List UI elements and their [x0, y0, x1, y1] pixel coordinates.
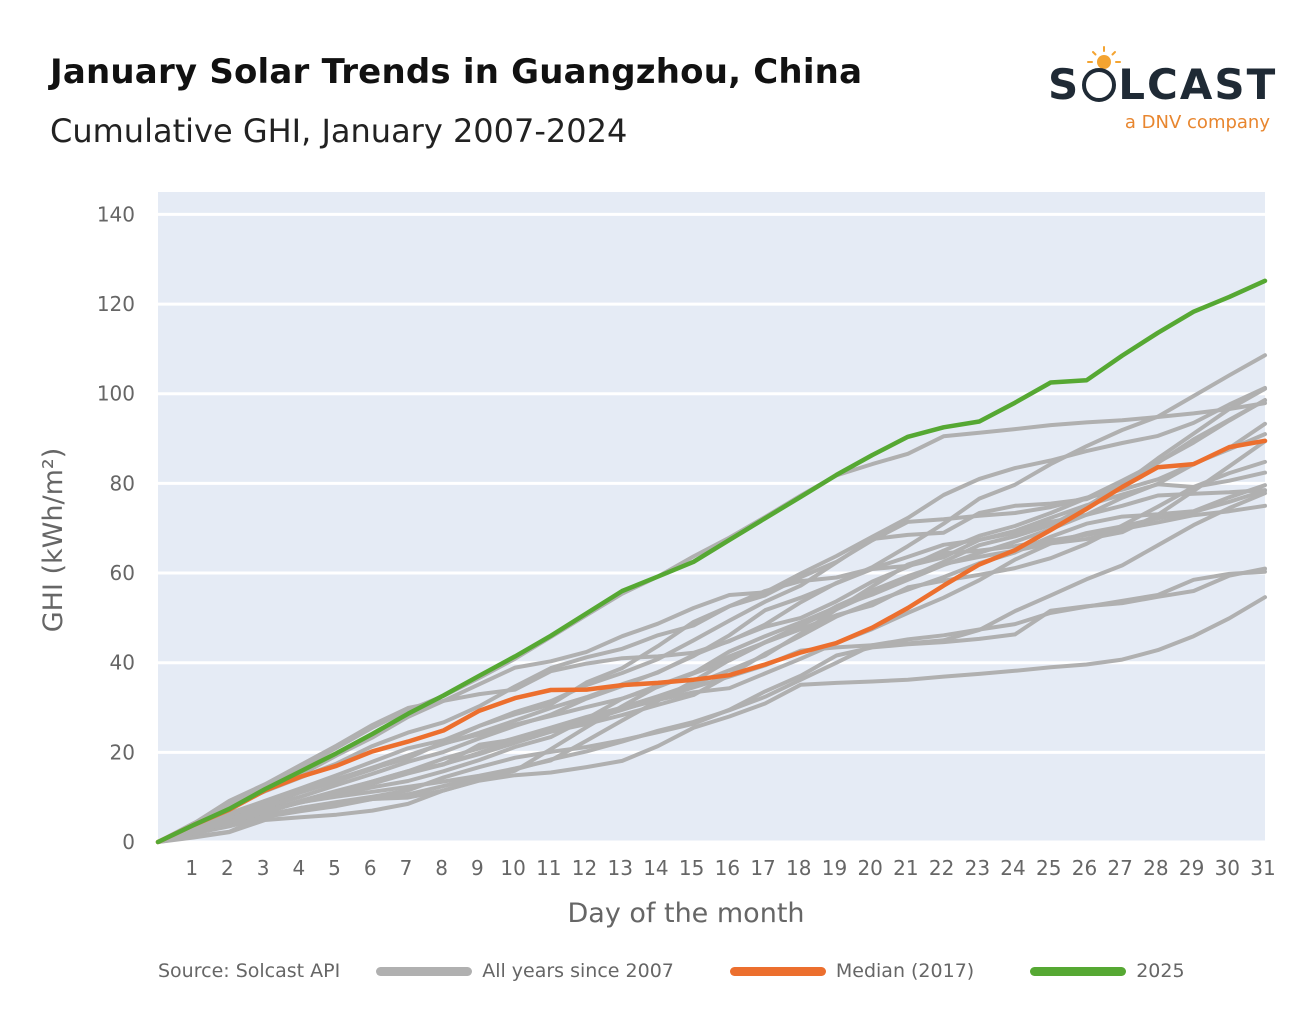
x-tick-label: 11	[536, 856, 561, 880]
legend-label-2025: 2025	[1136, 960, 1185, 982]
series-line-year-r	[156, 491, 1267, 844]
logo-word-right: LCAST	[1118, 60, 1278, 109]
series-line-year-n	[156, 569, 1267, 844]
x-tick-label: 19	[822, 856, 847, 880]
x-tick-label: 9	[471, 856, 484, 880]
series-all-years	[156, 353, 1267, 844]
x-tick-label: 16	[715, 856, 740, 880]
x-tick-label: 21	[893, 856, 918, 880]
logo-word-left: S	[1048, 60, 1081, 109]
logo-o-icon	[1082, 68, 1117, 102]
x-tick-label: 29	[1179, 856, 1204, 880]
x-tick-label: 28	[1143, 856, 1168, 880]
series-line-year-a	[156, 401, 1267, 844]
legend-swatch-median	[729, 966, 826, 976]
x-tick-label: 10	[500, 856, 525, 880]
logo-wordmark: S LCAST	[1048, 60, 1277, 109]
x-tick-label: 17	[750, 856, 775, 880]
y-axis-label: GHI (kWh/m²)	[38, 448, 69, 633]
x-tick-label: 31	[1250, 856, 1275, 880]
x-tick-label: 4	[292, 856, 305, 880]
series-line-year-s	[156, 398, 1267, 844]
legend-item-median: Median (2017)	[729, 960, 975, 982]
x-tick-label: 24	[1000, 856, 1025, 880]
x-tick-label: 18	[786, 856, 811, 880]
solcast-logo: S LCAST a DNV company	[1040, 42, 1280, 142]
x-tick-label: 7	[400, 856, 413, 880]
y-tick-label: 20	[110, 740, 135, 764]
y-axis-ticks: 0 20 40 60 80 100 120 140	[97, 202, 135, 854]
x-tick-label: 3	[257, 856, 270, 880]
y-tick-label: 60	[110, 561, 135, 585]
series-line-2025	[155, 278, 1268, 845]
x-tick-label: 5	[328, 856, 341, 880]
y-tick-label: 100	[97, 382, 135, 406]
legend-item-2025: 2025	[1030, 960, 1185, 982]
x-tick-label: 30	[1215, 856, 1240, 880]
x-tick-label: 2	[221, 856, 234, 880]
y-tick-label: 80	[110, 471, 135, 495]
y-tick-label: 140	[97, 202, 135, 226]
y-tick-label: 120	[97, 292, 135, 316]
x-tick-label: 25	[1036, 856, 1061, 880]
legend-label-median: Median (2017)	[835, 960, 975, 982]
series-line-year-o	[156, 595, 1267, 844]
x-tick-label: 15	[679, 856, 704, 880]
legend-swatch-all-years	[376, 966, 473, 976]
y-tick-label: 40	[110, 651, 135, 675]
x-tick-label: 1	[185, 856, 198, 880]
sun-icon	[1087, 46, 1121, 69]
legend-swatch-2025	[1030, 966, 1127, 976]
x-axis-ticks: 1 2 3 4 5 6 7 8 9 10 11 12 13 14 15 16 17 18 19 20 21 22 23 24 2…	[185, 856, 1275, 880]
legend-item-all-years: All years since 2007	[376, 960, 674, 982]
x-tick-label: 26	[1072, 856, 1097, 880]
legend: Source: Solcast API All years since 2007…	[158, 956, 1241, 986]
x-tick-label: 13	[607, 856, 632, 880]
x-tick-label: 6	[364, 856, 377, 880]
chart-title: January Solar Trends in Guangzhou, China	[50, 52, 863, 92]
x-tick-label: 20	[857, 856, 882, 880]
series-line-median-2017	[155, 438, 1268, 845]
x-tick-label: 14	[643, 856, 668, 880]
series-line-year-q	[156, 459, 1267, 844]
logo-tagline: a DNV company	[1124, 112, 1270, 133]
source-note: Source: Solcast API	[158, 960, 341, 982]
series-current-year	[155, 278, 1268, 845]
y-tick-label: 0	[122, 830, 135, 854]
series-line-year-j	[156, 439, 1267, 844]
x-tick-label: 12	[572, 856, 597, 880]
x-tick-label: 8	[435, 856, 448, 880]
x-axis-label: Day of the month	[567, 898, 804, 929]
series-median	[155, 438, 1268, 845]
chart-subtitle: Cumulative GHI, January 2007-2024	[50, 112, 628, 150]
x-tick-label: 23	[965, 856, 990, 880]
plot-area	[158, 192, 1265, 842]
x-tick-label: 22	[929, 856, 954, 880]
legend-label-all-years: All years since 2007	[482, 960, 674, 982]
x-tick-label: 27	[1107, 856, 1132, 880]
